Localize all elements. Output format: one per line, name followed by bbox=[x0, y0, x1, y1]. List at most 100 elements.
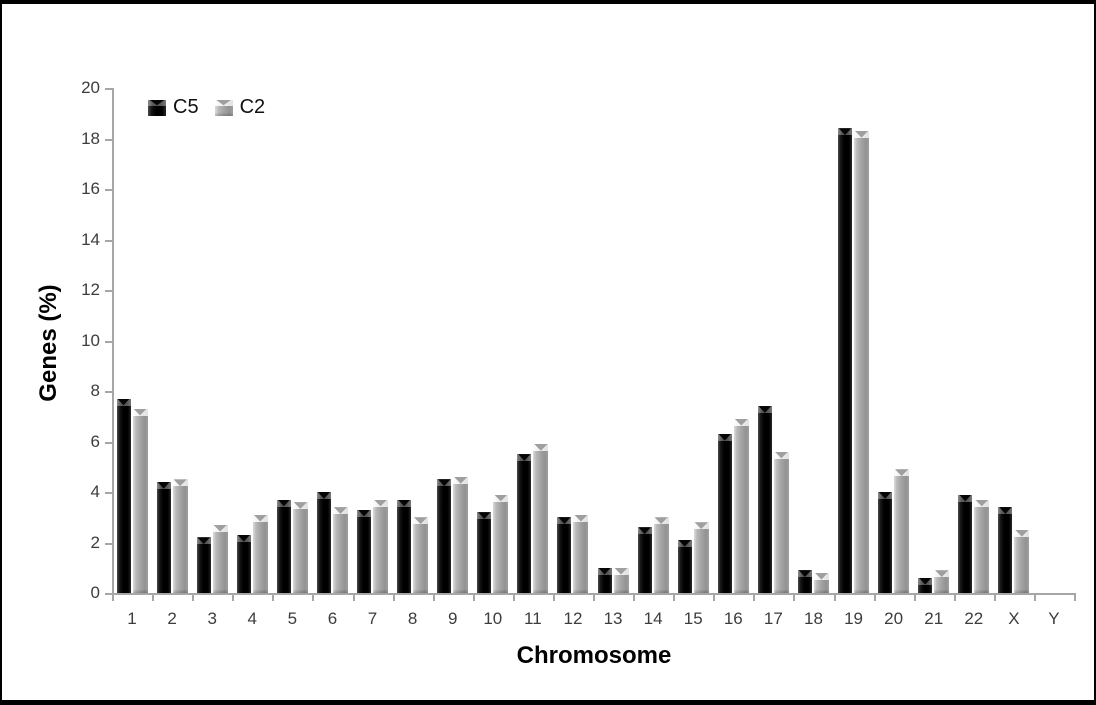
y-axis-tick bbox=[105, 441, 112, 444]
x-axis-tick-label: 10 bbox=[483, 609, 503, 628]
x-axis-tick bbox=[953, 595, 956, 601]
x-axis-tick bbox=[472, 595, 475, 601]
x-axis-tick bbox=[312, 595, 315, 601]
x-axis-tick-label: 20 bbox=[884, 609, 904, 628]
x-axis-tick-label: 11 bbox=[524, 609, 542, 628]
y-axis-tick-label: 2 bbox=[90, 532, 100, 552]
legend: C5 C2 bbox=[148, 96, 265, 119]
bar-top-bevel bbox=[236, 534, 251, 542]
bar-c2-chr19 bbox=[854, 130, 870, 593]
bar-c5-chr6 bbox=[316, 492, 332, 593]
bar-top-bevel bbox=[838, 128, 853, 136]
y-axis-tick bbox=[105, 88, 112, 90]
bar-top-bevel bbox=[613, 567, 629, 575]
bar-top-bevel bbox=[918, 577, 933, 585]
bar-top-bevel bbox=[813, 572, 829, 580]
y-axis-tick-label: 8 bbox=[90, 381, 100, 400]
bar-c2-chr9 bbox=[453, 476, 469, 593]
x-axis-tick bbox=[352, 595, 355, 601]
bar-top-bevel bbox=[797, 570, 812, 578]
bar-top-bevel bbox=[597, 567, 612, 575]
bar-top-bevel bbox=[533, 444, 549, 452]
bar-top-bevel bbox=[116, 398, 131, 406]
bar-top-bevel bbox=[316, 492, 331, 499]
legend-marker-bevel bbox=[214, 99, 233, 106]
legend-item-c2: C2 bbox=[214, 96, 265, 119]
y-axis-tick-label: 20 bbox=[81, 78, 100, 97]
bar-c5-chr1 bbox=[116, 398, 132, 593]
bar-c5-chr18 bbox=[797, 570, 813, 593]
x-axis-tick-label: 12 bbox=[563, 609, 583, 628]
bar-top-bevel bbox=[637, 527, 652, 535]
y-axis-tick bbox=[105, 290, 112, 292]
y-axis-tick-label: 14 bbox=[81, 229, 100, 249]
x-axis-tick bbox=[673, 595, 676, 601]
bar-c5-chr8 bbox=[397, 499, 413, 593]
y-axis-title: Genes (%) bbox=[35, 284, 62, 402]
bar-c2-chr2 bbox=[172, 479, 188, 593]
bar-c2-chr22 bbox=[974, 499, 990, 593]
bar-top-bevel bbox=[493, 494, 509, 502]
x-axis-tick bbox=[192, 595, 195, 601]
y-axis-tick bbox=[105, 593, 112, 595]
bar-top-bevel bbox=[677, 539, 692, 547]
bar-c2-chr18 bbox=[813, 572, 829, 593]
x-axis-tick bbox=[232, 595, 235, 601]
legend-label: C5 bbox=[173, 96, 199, 118]
bar-top-bevel bbox=[196, 537, 211, 545]
x-axis-tick-label: 8 bbox=[407, 609, 418, 628]
bar-c5-chr16 bbox=[717, 433, 733, 593]
bar-top-bevel bbox=[573, 514, 589, 522]
x-axis-tick-label: 14 bbox=[643, 609, 663, 628]
bar-top-bevel bbox=[437, 479, 452, 487]
bar-top-bevel bbox=[557, 517, 572, 525]
bar-top-bevel bbox=[357, 509, 372, 517]
bar-c5-chr7 bbox=[357, 509, 373, 593]
bar-top-bevel bbox=[974, 499, 990, 507]
x-axis-tick-label: 13 bbox=[603, 609, 623, 628]
x-axis-tick-label: 15 bbox=[683, 609, 703, 628]
bar-c5-chr17 bbox=[757, 406, 773, 593]
x-axis-tick-label: 21 bbox=[924, 609, 944, 628]
bar-top-bevel bbox=[1014, 529, 1030, 537]
bar-c5-chr3 bbox=[196, 537, 212, 593]
x-axis-tick-label: X bbox=[1008, 609, 1020, 628]
y-axis-tick-label: 18 bbox=[81, 128, 100, 148]
bar-c2-chr11 bbox=[533, 444, 549, 593]
bar-c5-chr4 bbox=[236, 534, 252, 593]
legend-item-c5: C5 bbox=[148, 96, 199, 119]
bar-c2-chr6 bbox=[332, 507, 348, 593]
x-axis-tick bbox=[753, 595, 756, 601]
bar-c5-chr22 bbox=[958, 494, 974, 593]
bar-c2-chr4 bbox=[252, 514, 268, 593]
bar-c2-chr12 bbox=[573, 514, 589, 593]
bar-c5-chr21 bbox=[918, 577, 934, 593]
bar-c2-chr17 bbox=[773, 451, 789, 593]
x-axis-tick bbox=[152, 595, 155, 601]
x-axis-tick-label: 3 bbox=[207, 609, 217, 628]
bar-c2-chr7 bbox=[373, 499, 389, 593]
bar-c2-chr3 bbox=[212, 524, 228, 593]
bar-top-bevel bbox=[998, 507, 1013, 515]
y-axis-tick bbox=[105, 239, 112, 242]
y-axis-tick-label: 16 bbox=[81, 179, 100, 198]
bar-top-bevel bbox=[757, 406, 772, 414]
bar-top-bevel bbox=[958, 494, 973, 502]
legend-marker-c5-icon bbox=[148, 99, 166, 116]
bar-top-bevel bbox=[373, 499, 389, 507]
y-axis-tick-label: 6 bbox=[90, 431, 100, 451]
bar-top-bevel bbox=[773, 451, 789, 459]
bar-top-bevel bbox=[276, 499, 291, 507]
x-axis-tick bbox=[833, 595, 836, 601]
y-axis-tick-label: 10 bbox=[81, 330, 100, 350]
bar-top-bevel bbox=[693, 522, 709, 530]
bar-top-bevel bbox=[156, 481, 171, 489]
x-axis-tick bbox=[873, 595, 876, 601]
x-axis-tick-label: 17 bbox=[763, 609, 783, 628]
x-axis-tick bbox=[112, 595, 114, 601]
bar-top-bevel bbox=[934, 570, 950, 578]
y-axis-tick bbox=[105, 492, 112, 494]
x-axis-tick bbox=[713, 595, 716, 601]
x-axis-tick bbox=[633, 595, 636, 601]
bar-c5-chrX bbox=[998, 507, 1014, 593]
